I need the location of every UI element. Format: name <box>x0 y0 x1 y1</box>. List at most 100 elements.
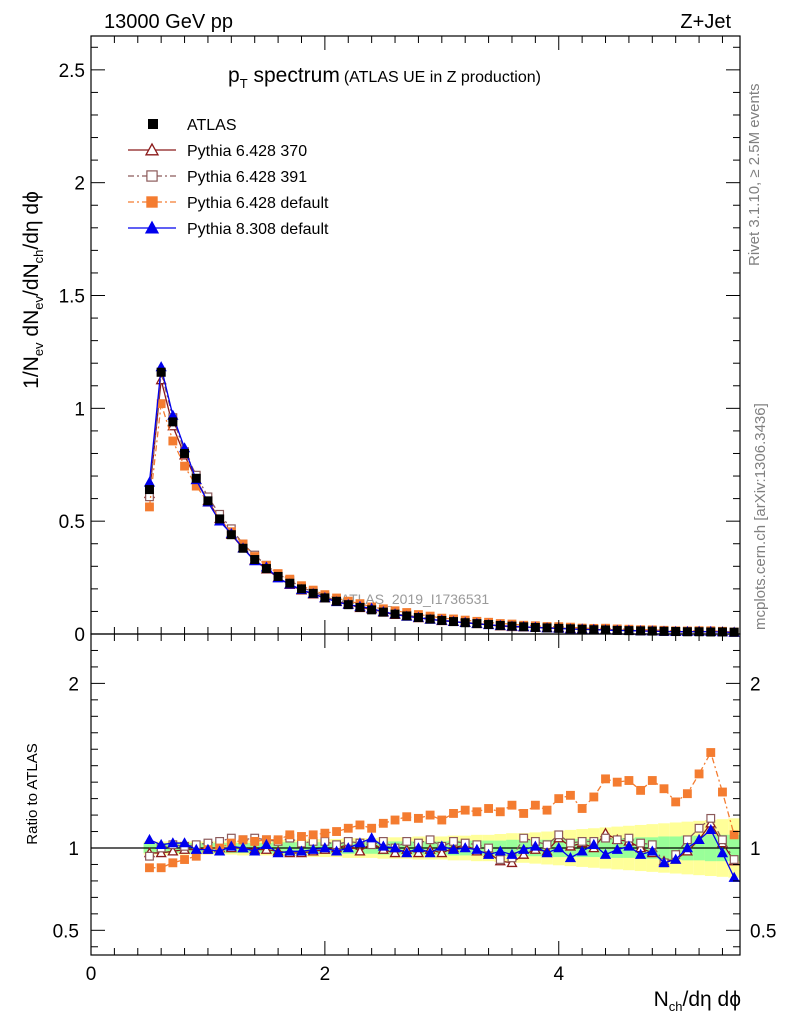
x-axis-label: Nch/dη dϕ <box>654 988 741 1014</box>
ratio-series-point <box>413 813 423 823</box>
ratio-series-point <box>601 833 610 843</box>
atlas-data-point <box>472 619 482 629</box>
atlas-data-point <box>168 417 178 427</box>
ratio-series-point <box>424 847 436 858</box>
ratio-series-point <box>671 797 681 807</box>
ratio-tick-label: 0.5 <box>53 921 79 942</box>
legend-marker <box>144 142 160 156</box>
ratio-series-point <box>145 851 154 861</box>
y-tick-label: 0 <box>74 625 85 646</box>
ratio-series-point <box>541 847 553 858</box>
ratio-series-point <box>332 827 341 836</box>
ratio-series-point <box>378 818 388 828</box>
atlas-data-point <box>320 593 330 603</box>
ratio-series-point <box>576 845 588 856</box>
legend-marker <box>144 220 160 234</box>
ratio-series-point <box>484 804 494 813</box>
ratio-series-point <box>260 838 273 849</box>
ratio-series-point <box>402 836 412 846</box>
main-panel: ATLAS_2019_I1736531 0 0.5 1 1.5 2 2.5 pT spec… <box>20 35 741 646</box>
ratio-series-point <box>295 845 308 856</box>
atlas-data-point <box>425 614 435 624</box>
title-sub: T <box>240 76 248 91</box>
x-tick-label: 0 <box>86 964 97 985</box>
ratio-series-point <box>330 845 343 856</box>
atlas-data-point <box>519 622 529 632</box>
ratio-series-point <box>425 810 435 820</box>
ratio-series-point <box>412 847 425 858</box>
ratio-series-point <box>647 776 657 785</box>
atlas-data-point <box>273 571 283 581</box>
ratio-series-point <box>681 842 693 853</box>
atlas-data-point <box>612 625 622 635</box>
ratio-frame <box>90 633 741 956</box>
ratio-series-point <box>623 840 635 851</box>
ratio-series-point <box>716 847 729 858</box>
atlas-data-point <box>355 602 365 612</box>
ratio-series-point <box>412 842 425 853</box>
atlas-data-point <box>378 607 388 617</box>
ratio-series-point <box>237 842 249 853</box>
atlas-data-point <box>565 624 575 634</box>
title-rest: spectrum <box>248 64 340 87</box>
ratio-series-point <box>564 852 577 863</box>
ratio-series-point <box>355 820 365 830</box>
analysis-watermark: ATLAS_2019_I1736531 <box>341 591 490 607</box>
ratio-series-point <box>273 835 283 845</box>
ratio-axis-label: Ratio to ATLAS <box>24 743 41 844</box>
legend-label: Pythia 6.428 370 <box>187 143 307 160</box>
atlas-data-point <box>542 623 552 633</box>
ratio-series-point <box>670 853 682 864</box>
ratio-series-point <box>506 848 518 859</box>
ratio-series-point <box>693 833 705 845</box>
ratio-series-point <box>566 838 575 848</box>
ylabel-p2: dN <box>20 310 43 343</box>
atlas-data-point <box>343 600 353 610</box>
ratio-series-point <box>437 815 447 825</box>
ratio-series-point <box>577 836 587 846</box>
atlas-data-point <box>460 618 470 628</box>
ratio-series-point <box>354 845 366 856</box>
ratio-series-point <box>156 863 166 873</box>
ratio-series-point <box>718 787 727 797</box>
atlas-data-point <box>191 473 201 483</box>
legend-marker <box>146 170 158 182</box>
energy-label: 13000 GeV pp <box>104 11 233 33</box>
ylabel-p4: /dη dϕ <box>20 191 43 249</box>
atlas-data-point <box>332 596 342 606</box>
atlas-data-point <box>507 621 517 631</box>
ratio-series-point <box>285 830 295 840</box>
atlas-data-point <box>495 620 505 630</box>
ratio-tick-label-right: 0.5 <box>750 921 776 942</box>
atlas-data-point <box>296 584 306 594</box>
ratio-series-point <box>401 847 413 858</box>
ratio-series-point <box>460 805 470 815</box>
series-point <box>156 399 166 409</box>
legend-label: Pythia 8.308 default <box>187 221 329 238</box>
y-tick-label: 1 <box>74 399 85 420</box>
ratio-tick-label-right: 1 <box>750 839 761 860</box>
atlas-data-point <box>261 564 271 574</box>
ratio-series-point <box>542 805 552 815</box>
ratio-series-point <box>190 843 202 854</box>
ratio-series-point <box>495 855 505 864</box>
ratio-series-point <box>589 792 599 802</box>
ratio-series-point <box>519 809 529 818</box>
ratio-series-point <box>319 842 331 853</box>
ratio-series-point <box>167 845 179 856</box>
series-point <box>168 436 178 446</box>
legend-label: Pythia 6.428 default <box>187 195 329 212</box>
ylabel-p3: /dN <box>20 263 43 296</box>
atlas-data-point <box>308 588 318 598</box>
ratio-series-point <box>659 784 669 794</box>
ratio-series-point <box>705 824 717 835</box>
atlas-data-point <box>390 609 400 619</box>
atlas-data-point <box>250 555 260 565</box>
ratio-series-point <box>612 777 622 787</box>
ratio-series-point <box>507 800 517 810</box>
ratio-series-point <box>611 843 623 854</box>
ratio-series-point <box>155 847 167 858</box>
atlas-data-point <box>238 543 248 553</box>
ratio-series-point <box>377 840 389 851</box>
ratio-series-point <box>601 774 610 784</box>
